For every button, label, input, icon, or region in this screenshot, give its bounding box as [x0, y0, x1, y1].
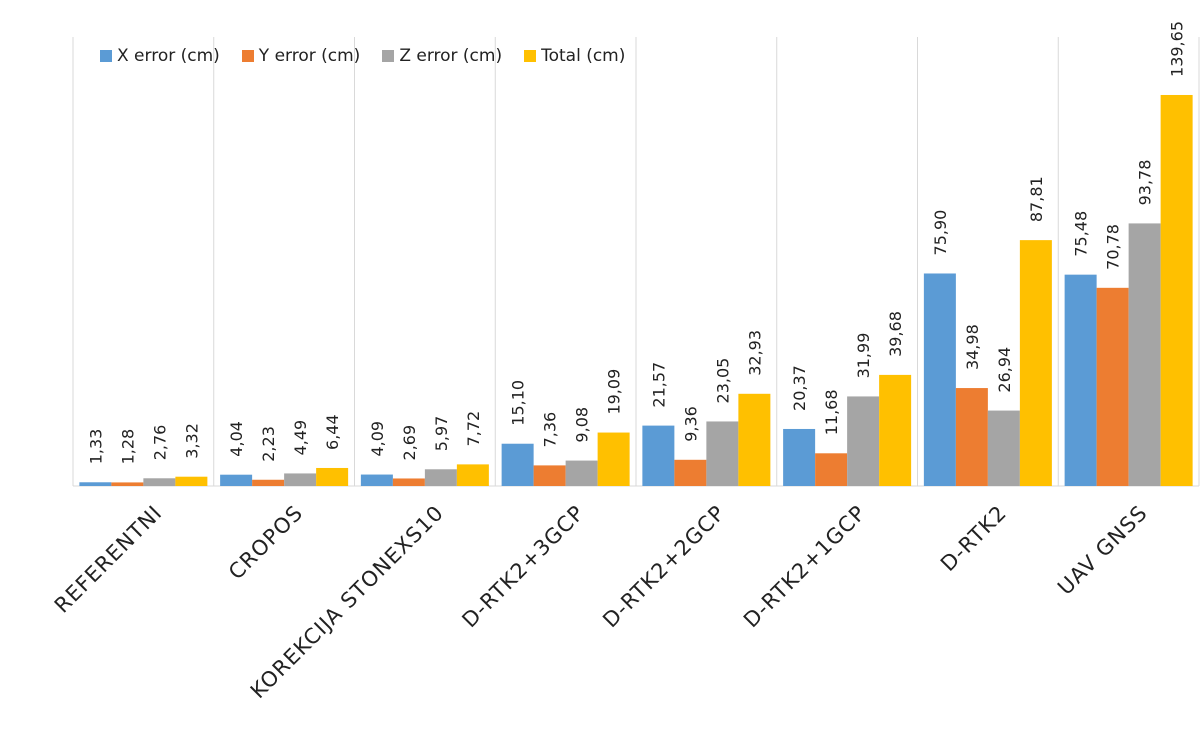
bar-z-error-cm — [565, 460, 598, 486]
bar-total-cm — [1019, 240, 1052, 486]
x-tick-label: REFERENTNI — [50, 501, 167, 618]
bar-x-error-cm — [220, 474, 253, 486]
bar-total-cm — [597, 432, 630, 486]
legend-label-x-error: X error (cm) — [117, 46, 220, 66]
data-label: 75,90 — [931, 210, 950, 256]
bar-y-error-cm — [1096, 287, 1129, 486]
bar-x-error-cm — [79, 482, 112, 486]
bar-z-error-cm — [706, 421, 739, 486]
legend-swatch-total — [524, 50, 537, 62]
data-label: 93,78 — [1136, 160, 1155, 206]
data-label: 9,08 — [573, 407, 592, 443]
bar-x-error-cm — [360, 474, 393, 486]
data-label: 2,76 — [150, 425, 169, 461]
data-label: 1,28 — [118, 429, 137, 465]
x-tick-label: D-RTK2+3GCP — [457, 501, 589, 633]
bar-total-cm — [316, 467, 349, 486]
legend-item-total: Total (cm) — [524, 46, 625, 66]
bar-total-cm — [1160, 94, 1193, 486]
data-label: 39,68 — [886, 311, 905, 357]
data-label: 9,36 — [681, 406, 700, 442]
data-label: 20,37 — [790, 365, 809, 411]
data-label: 87,81 — [1027, 176, 1046, 222]
bar-z-error-cm — [847, 396, 880, 486]
data-label: 31,99 — [854, 333, 873, 379]
bar-y-error-cm — [392, 478, 425, 486]
legend-item-z-error: Z error (cm) — [382, 46, 502, 66]
bar-total-cm — [175, 476, 208, 486]
legend: X error (cm) Y error (cm) Z error (cm) T… — [100, 46, 625, 66]
data-label: 2,69 — [400, 425, 419, 461]
bar-x-error-cm — [923, 273, 956, 486]
data-label: 1,33 — [86, 429, 105, 465]
bar-x-error-cm — [783, 428, 816, 486]
bar-z-error-cm — [987, 410, 1020, 486]
data-label: 19,09 — [605, 369, 624, 415]
bar-z-error-cm — [284, 473, 317, 486]
data-label: 11,68 — [822, 389, 841, 435]
x-tick-label: D-RTK2+2GCP — [598, 501, 730, 633]
data-label: 2,23 — [259, 426, 278, 462]
data-label: 75,48 — [1072, 211, 1091, 257]
data-label: 4,09 — [368, 421, 387, 457]
data-label: 21,57 — [649, 362, 668, 408]
data-label: 23,05 — [713, 358, 732, 404]
data-label: 7,36 — [541, 412, 560, 448]
x-tick-label: D-RTK2 — [936, 501, 1012, 577]
bar-z-error-cm — [1128, 223, 1161, 486]
legend-swatch-y-error — [241, 50, 254, 62]
legend-label-total: Total (cm) — [541, 46, 626, 66]
legend-swatch-x-error — [100, 50, 112, 62]
data-label: 3,32 — [182, 423, 201, 459]
bar-total-cm — [879, 374, 912, 486]
legend-label-z-error: Z error (cm) — [399, 46, 503, 66]
data-label: 15,10 — [509, 380, 528, 426]
data-label: 6,44 — [323, 414, 342, 450]
data-label: 4,49 — [291, 420, 310, 456]
bar-x-error-cm — [1064, 274, 1097, 486]
bar-total-cm — [456, 464, 489, 486]
data-label: 4,04 — [227, 421, 246, 457]
bar-z-error-cm — [143, 478, 176, 486]
bar-y-error-cm — [252, 479, 285, 486]
bar-y-error-cm — [815, 453, 848, 486]
data-label: 32,93 — [745, 330, 764, 376]
bar-y-error-cm — [674, 459, 707, 486]
legend-item-y-error: Y error (cm) — [241, 46, 361, 66]
x-tick-label: CROPOS — [224, 501, 308, 585]
bar-y-error-cm — [111, 482, 144, 486]
legend-swatch-z-error — [382, 50, 395, 62]
bar-y-error-cm — [533, 465, 566, 486]
data-label: 34,98 — [963, 324, 982, 370]
x-tick-label: UAV GNSS — [1053, 501, 1152, 600]
legend-label-y-error: Y error (cm) — [258, 46, 361, 66]
x-tick-label: D-RTK2+1GCP — [739, 501, 871, 633]
bar-total-cm — [738, 393, 771, 486]
data-label: 26,94 — [995, 347, 1014, 393]
legend-item-x-error: X error (cm) — [100, 46, 220, 66]
data-label: 139,65 — [1168, 21, 1187, 77]
data-label: 5,97 — [432, 416, 451, 452]
bar-z-error-cm — [424, 469, 457, 486]
data-label: 70,78 — [1104, 224, 1123, 270]
bar-y-error-cm — [955, 388, 988, 486]
bar-x-error-cm — [642, 425, 675, 486]
data-label: 7,72 — [464, 411, 483, 447]
bar-x-error-cm — [501, 443, 534, 486]
